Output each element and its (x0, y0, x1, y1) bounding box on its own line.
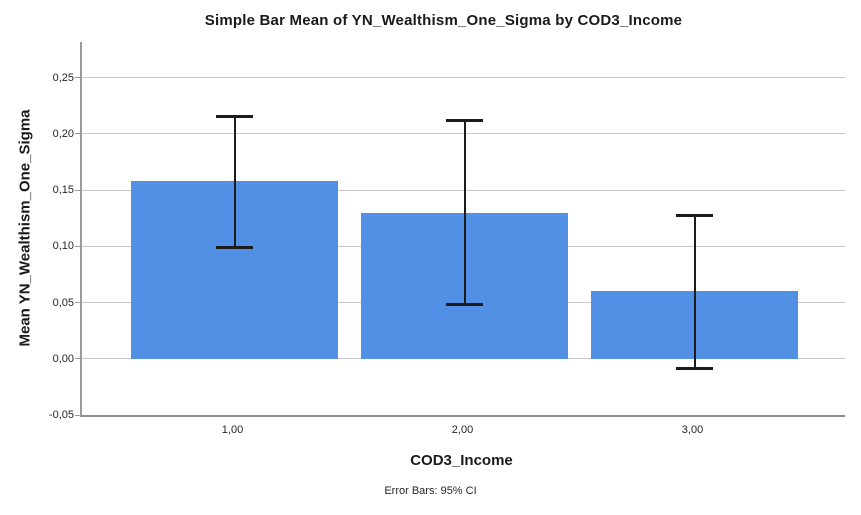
y-axis-tick (75, 414, 80, 416)
y-axis-tick-label: 0,15 (52, 184, 74, 196)
y-axis-tick-label: 0,20 (52, 127, 74, 140)
error-bar-lower-cap (446, 302, 483, 306)
x-axis-category-label: 3,00 (681, 424, 704, 436)
plot-area (80, 42, 845, 417)
gridline (82, 358, 845, 360)
y-axis-tick-label: 0,10 (52, 240, 74, 253)
x-axis-title: COD3_Income (410, 452, 513, 469)
y-axis-tick (75, 133, 80, 135)
y-axis-tick-label: 0,05 (52, 296, 74, 309)
error-bar-stem (693, 214, 696, 368)
x-axis-category-label: 1,00 (221, 424, 244, 436)
y-axis-tick-label: 0,25 (52, 71, 74, 84)
gridline (82, 77, 845, 78)
error-bar-lower-cap (676, 366, 713, 370)
y-axis-tick-label: 0,00 (52, 352, 74, 365)
error-bar-stem (463, 120, 466, 304)
y-axis-tick (75, 358, 80, 360)
y-axis-tick (75, 302, 80, 303)
y-axis-tick-label: -0,05 (48, 409, 74, 421)
error-bars-footnote: Error Bars: 95% CI (384, 485, 477, 497)
error-bar-lower-cap (216, 246, 253, 250)
y-axis-tick (75, 189, 80, 191)
error-bar-upper-cap (216, 114, 253, 118)
error-bar-stem (233, 115, 236, 248)
chart-title: Simple Bar Mean of YN_Wealthism_One_Sigm… (204, 12, 683, 29)
y-axis-tick (75, 245, 80, 247)
error-bar-upper-cap (676, 213, 713, 217)
error-bar-upper-cap (446, 119, 483, 123)
y-axis-tick (75, 77, 80, 78)
y-axis-title: Mean YN_Wealthism_One_Sigma (16, 109, 34, 347)
x-axis-category-label: 2,00 (451, 424, 474, 436)
